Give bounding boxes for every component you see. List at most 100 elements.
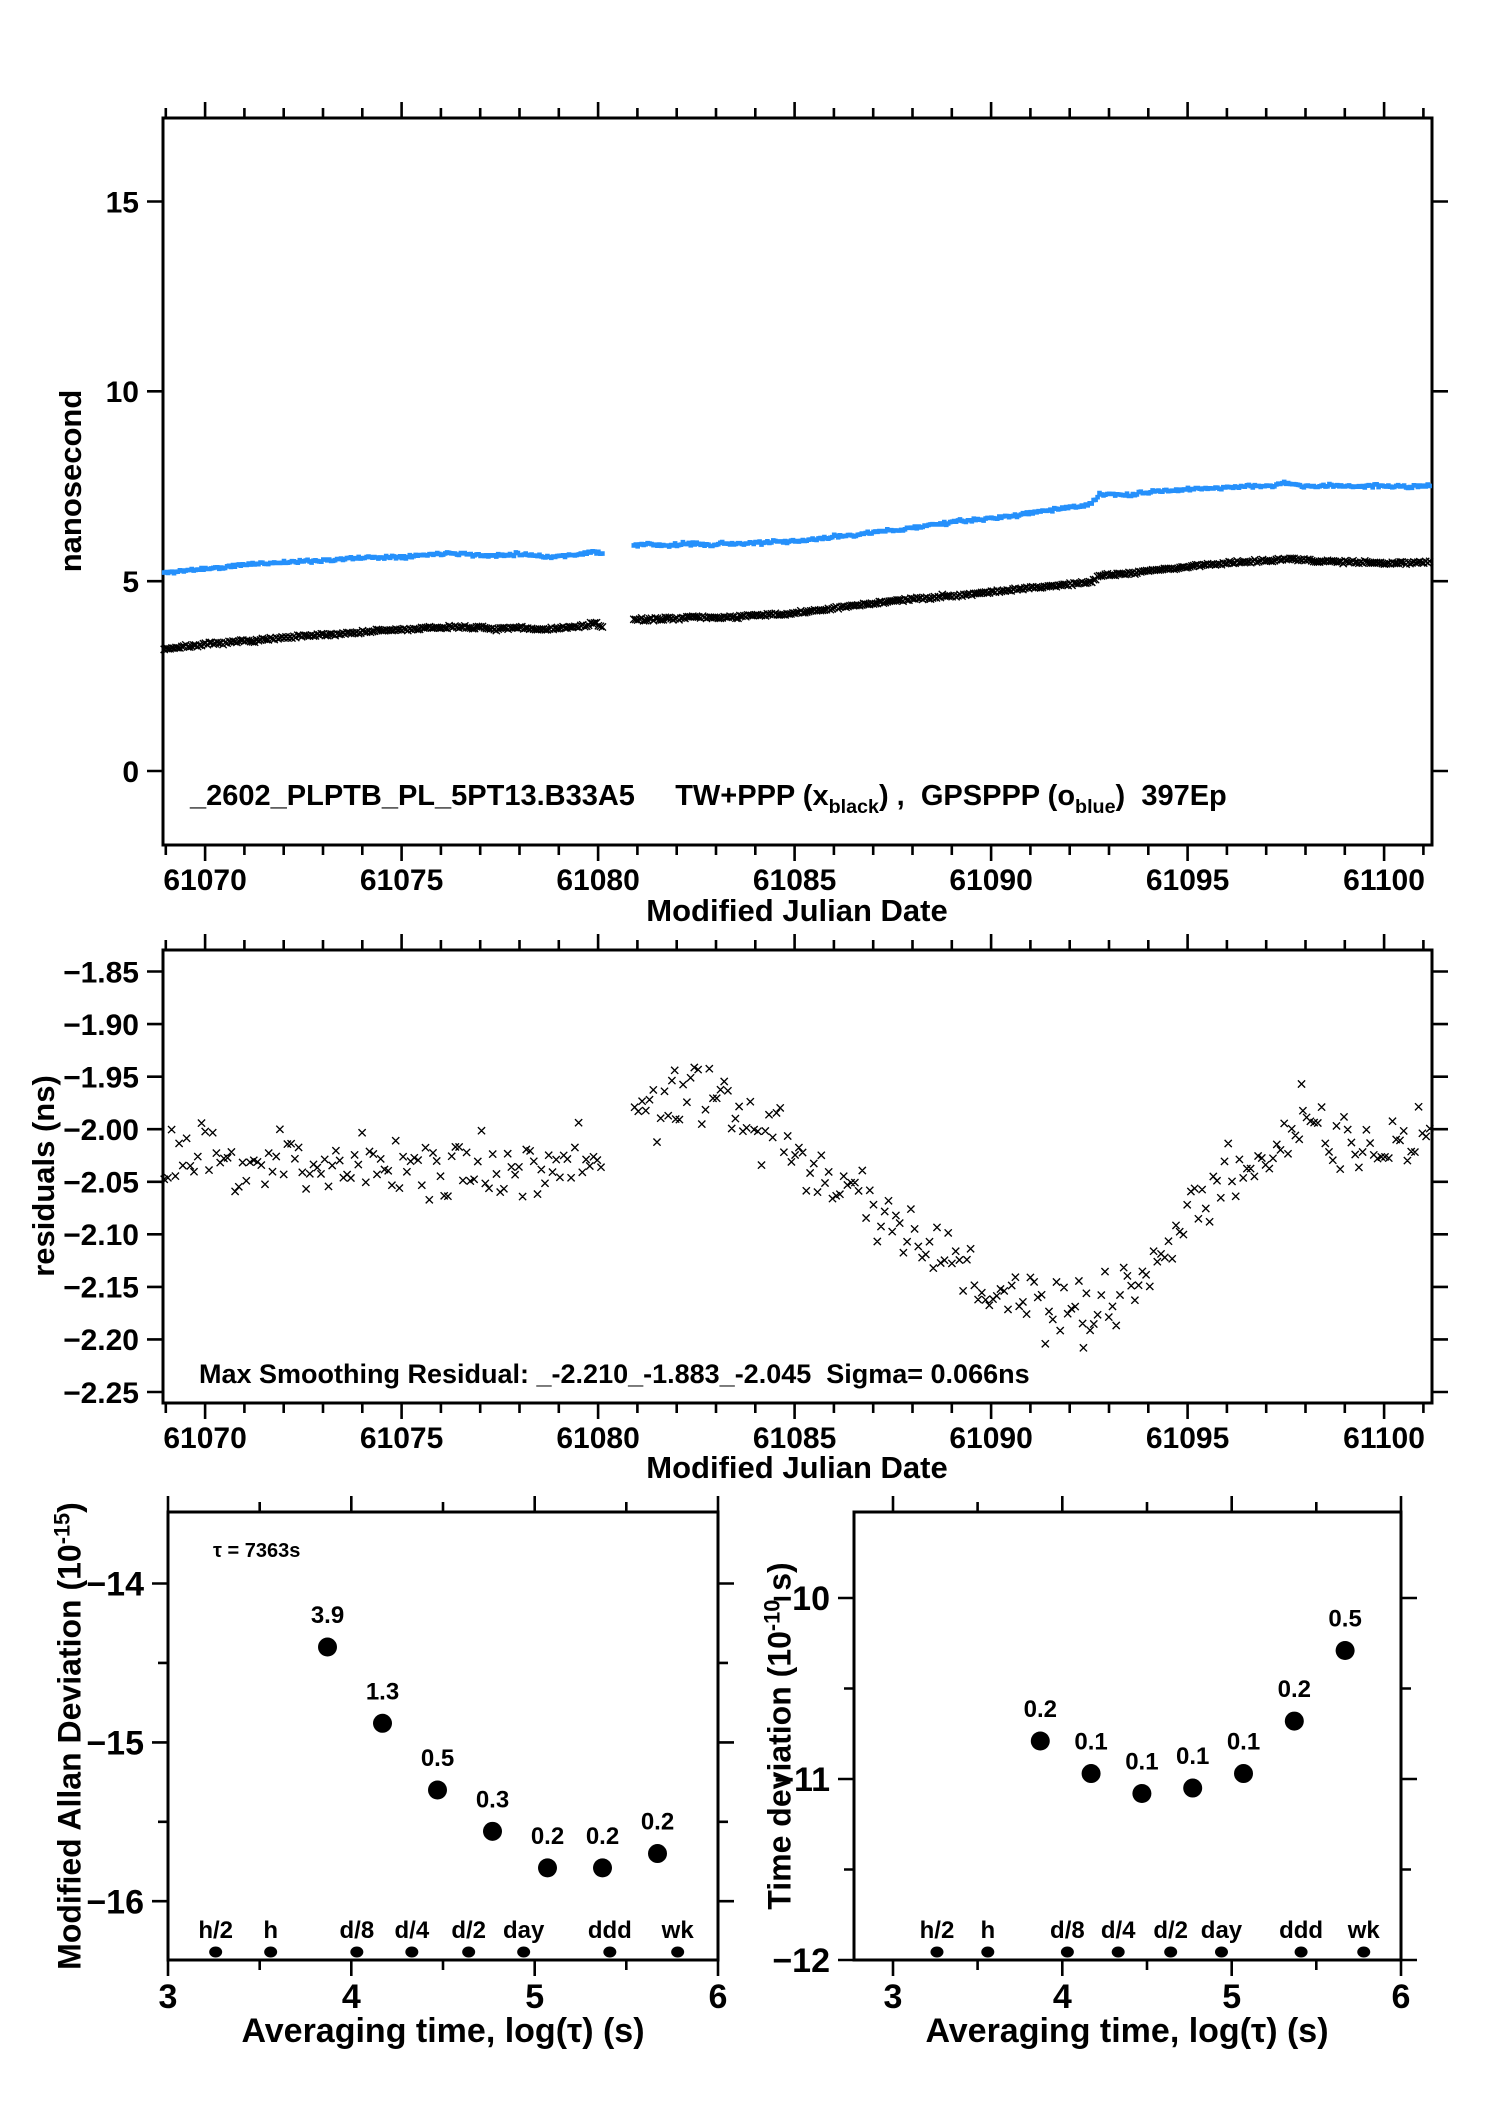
mdev-ylabel-sup: -15 [49, 1512, 75, 1545]
svg-text:61075: 61075 [360, 864, 443, 897]
svg-text:−1.90: −1.90 [63, 1009, 139, 1042]
tdev-ylabel-sup: -10 [759, 1599, 785, 1632]
svg-text:10: 10 [106, 376, 139, 409]
svg-text:d/2: d/2 [451, 1917, 486, 1944]
svg-text:0.1: 0.1 [1074, 1729, 1107, 1756]
tdev-ylabel-pre: Time deviation (10 [761, 1631, 798, 1910]
svg-text:−12: −12 [772, 1942, 830, 1980]
svg-text:0.2: 0.2 [641, 1809, 674, 1836]
tdev-x-axis-label: Averaging time, log(τ) (s) [925, 2012, 1329, 2050]
svg-text:ddd: ddd [588, 1917, 632, 1944]
svg-text:h: h [263, 1917, 278, 1944]
svg-text:d/4: d/4 [394, 1917, 429, 1944]
svg-text:0.2: 0.2 [586, 1823, 619, 1850]
svg-text:h/2: h/2 [198, 1917, 233, 1944]
residuals-x-axis-label: Modified Julian Date [646, 1450, 948, 1485]
svg-text:15: 15 [106, 186, 139, 219]
svg-text:wk: wk [661, 1917, 695, 1944]
tdev-y-axis-label: Time deviation (10-10 s) [760, 1562, 799, 1909]
svg-text:61080: 61080 [556, 864, 639, 897]
svg-text:h/2: h/2 [920, 1917, 955, 1944]
max-smoothing-annotation: Max Smoothing Residual: _-2.210_-1.883_-… [199, 1359, 1030, 1389]
svg-text:61070: 61070 [163, 1422, 246, 1455]
svg-text:61095: 61095 [1146, 864, 1229, 897]
svg-text:61090: 61090 [949, 864, 1032, 897]
mdev-ylabel-pre: Modified Allan Deviation (10 [51, 1544, 88, 1970]
svg-text:day: day [1201, 1917, 1243, 1944]
top-x-axis-label: Modified Julian Date [646, 893, 948, 928]
svg-text:61095: 61095 [1146, 1422, 1229, 1455]
legend-twppp-sub: black [828, 795, 879, 818]
svg-text:0.1: 0.1 [1176, 1743, 1209, 1770]
tau-annotation: τ = 7363s [213, 1540, 301, 1562]
svg-text:−2.05: −2.05 [63, 1167, 139, 1200]
svg-text:0.3: 0.3 [476, 1786, 509, 1813]
svg-text:−2.00: −2.00 [63, 1114, 139, 1147]
svg-text:−2.25: −2.25 [63, 1377, 139, 1410]
svg-text:d/4: d/4 [1101, 1917, 1136, 1944]
svg-text:61100: 61100 [1343, 864, 1425, 897]
mdev-chart: 3 4 5 6 −14 −15 −16 3.9 1.3 0.5 0.3 0.2 0.2 0.2 h/2 h d/… [86, 1496, 734, 2016]
svg-text:61090: 61090 [949, 1422, 1032, 1455]
svg-text:−11: −11 [774, 1761, 830, 1799]
mdev-y-axis-label: Modified Allan Deviation (10-15) [50, 1502, 89, 1970]
svg-text:1.3: 1.3 [366, 1678, 399, 1705]
svg-text:0.2: 0.2 [531, 1823, 564, 1850]
legend-gpsppp: ) , GPSPPP (o [878, 780, 1076, 812]
residuals-chart: 61070 61075 61080 61085 61090 61095 61100 −1.85… [63, 934, 1448, 1455]
svg-text:−15: −15 [86, 1725, 144, 1763]
svg-text:−10: −10 [772, 1580, 830, 1618]
svg-text:0: 0 [122, 756, 139, 789]
svg-text:0.1: 0.1 [1227, 1729, 1260, 1756]
svg-text:5: 5 [122, 566, 139, 599]
svg-text:−1.85: −1.85 [63, 956, 139, 989]
mdev-ylabel-post: ) [51, 1502, 88, 1513]
svg-text:d/8: d/8 [339, 1917, 374, 1944]
svg-text:day: day [503, 1917, 545, 1944]
svg-text:0.2: 0.2 [1024, 1696, 1057, 1723]
svg-text:−1.95: −1.95 [63, 1061, 139, 1094]
svg-text:61100: 61100 [1343, 1422, 1425, 1455]
svg-text:d/2: d/2 [1153, 1917, 1188, 1944]
svg-text:h: h [980, 1917, 995, 1944]
svg-text:ddd: ddd [1279, 1917, 1323, 1944]
svg-text:3.9: 3.9 [311, 1602, 344, 1629]
svg-text:−14: −14 [86, 1566, 144, 1604]
legend-suffix: ) 397Ep [1115, 780, 1227, 812]
svg-text:61085: 61085 [753, 1422, 836, 1455]
svg-text:0.1: 0.1 [1125, 1748, 1158, 1775]
svg-text:61070: 61070 [163, 864, 246, 897]
tdev-chart: 3 4 5 6 −10 −11 −12 0.2 0.1 0.1 0.1 0.1 0.2 0.5 h/2 h d/… [772, 1496, 1417, 2016]
svg-text:0.2: 0.2 [1278, 1676, 1311, 1703]
svg-text:3: 3 [883, 1978, 902, 2016]
svg-text:0.5: 0.5 [421, 1745, 454, 1772]
svg-text:6: 6 [1392, 1978, 1411, 2016]
svg-text:4: 4 [342, 1978, 361, 2016]
legend-session-id: _2602_PLPTB_PL_5PT13.B33A5 [190, 780, 676, 812]
svg-text:3: 3 [159, 1978, 178, 2016]
svg-text:−2.15: −2.15 [63, 1272, 139, 1305]
mdev-x-axis-label: Averaging time, log(τ) (s) [241, 2012, 645, 2050]
svg-text:61075: 61075 [360, 1422, 443, 1455]
svg-text:61080: 61080 [556, 1422, 639, 1455]
svg-text:wk: wk [1347, 1917, 1381, 1944]
svg-text:−2.20: −2.20 [63, 1324, 139, 1357]
residuals-y-axis-label: residuals (ns) [26, 1075, 61, 1277]
svg-text:−16: −16 [86, 1883, 144, 1921]
svg-text:61085: 61085 [753, 864, 836, 897]
svg-text:5: 5 [525, 1978, 544, 2016]
top-y-axis-label: nanosecond [53, 389, 88, 573]
top-legend: _2602_PLPTB_PL_5PT13.B33A5 TW+PPP (xblac… [190, 780, 1227, 819]
svg-text:5: 5 [1222, 1978, 1241, 2016]
svg-text:6: 6 [709, 1978, 728, 2016]
top-chart: 61070 61075 61080 61085 61090 61095 61100 0 5 10 1… [106, 102, 1448, 897]
tdev-ylabel-post: s) [761, 1562, 798, 1600]
svg-text:0.5: 0.5 [1328, 1605, 1361, 1632]
legend-gpsppp-sub: blue [1075, 795, 1116, 818]
legend-twppp: TW+PPP (x [675, 780, 829, 812]
svg-text:d/8: d/8 [1050, 1917, 1085, 1944]
svg-text:4: 4 [1053, 1978, 1072, 2016]
svg-text:−2.10: −2.10 [63, 1219, 139, 1252]
